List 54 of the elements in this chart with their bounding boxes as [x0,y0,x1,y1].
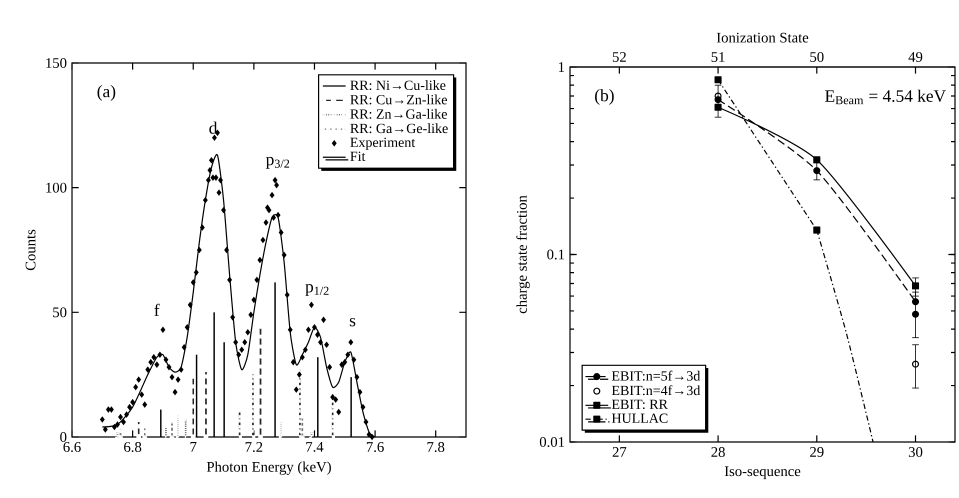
x-tick-label: 6.6 [63,442,81,452]
annotation: E$_{Beam}$ = 4.54 keV [825,90,946,104]
point [912,310,920,318]
annotation: (a) [98,85,116,101]
point [912,282,920,290]
annotation: f [154,304,160,316]
point [813,167,820,174]
x-tick-label: 7.8 [427,442,444,452]
point [813,156,820,164]
y-tick-label: 150 [46,58,66,68]
x-tick-label: 29 [810,447,824,457]
annotation: p$_{1/2}$ [305,284,329,296]
x2-tick-label: 50 [810,52,824,62]
point [912,298,920,306]
x-tick-label: 7 [190,442,196,452]
y-tick-label: 0 [60,432,66,442]
legend-label: RR: Cu→Zn-like [350,94,448,104]
x-tick-label: 7.4 [306,442,324,452]
y-tick-label: 50 [53,307,66,318]
y-tick-label: 1 [558,62,564,72]
annotation: s [350,318,356,326]
legend-label: RR: Zn→Ga-like [350,108,447,119]
legend-label: Fit [350,152,366,162]
legend-label: EBIT:n=5f→3d [612,370,700,381]
legend-label: EBIT:n=4f→3d [612,385,700,396]
x-tick-label: 27 [612,447,626,457]
point [912,360,920,368]
legend-label: HULLAC [612,414,668,423]
x-tick-label: 30 [908,447,922,457]
annotation: p$_{3/2}$ [266,156,290,169]
y-tick-label: 0.1 [547,250,564,260]
x-axis-title: Iso-sequence [724,466,800,480]
x2-tick-label: 52 [612,52,626,62]
point [813,226,820,234]
legend-label: RR: Ga→Ge-like [350,123,448,134]
point [714,76,722,84]
x2-axis-title: Ionization State [716,32,808,43]
annotation: d [209,122,218,134]
x-tick-label: 7.6 [366,442,384,452]
x-tick-label: 7.2 [246,442,262,452]
x-tick-label: 28 [711,447,725,457]
x-tick-label: 6.8 [124,442,142,452]
y-axis-title: charge state fraction [516,195,530,314]
x2-tick-label: 51 [712,52,725,62]
y-tick-label: 100 [46,182,66,193]
x-axis-title: Photon Energy (keV) [206,461,331,475]
legend-label: EBIT: RR [612,400,668,410]
y-tick-label: 0.01 [540,437,564,447]
x2-tick-label: 49 [908,52,922,62]
y-axis-title: Counts [26,230,36,270]
annotation: (b) [595,89,614,105]
legend-label: Experiment [350,138,416,150]
point [714,104,722,111]
legend-label: RR: Ni→Cu-like [350,80,446,90]
